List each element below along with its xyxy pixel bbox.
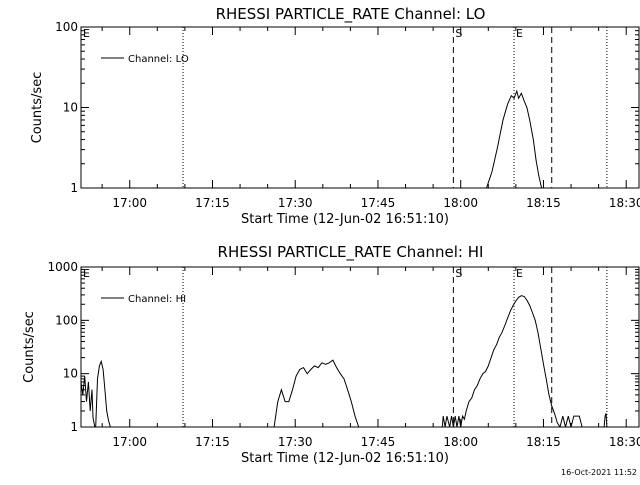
chart-2: RHESSI PARTICLE_RATE Channel: HI 1 10 100 10…: [22, 243, 640, 466]
x-tick-label: 18:15: [526, 196, 561, 210]
x-tick-label: 17:30: [278, 196, 313, 210]
chart-title: RHESSI PARTICLE_RATE Channel: HI: [218, 243, 484, 262]
legend-label: Channel: HI: [128, 294, 186, 305]
y-tick-label: 10: [63, 367, 78, 381]
marker-label: E: [83, 267, 90, 280]
x-axis-label: Start Time (12-Jun-02 16:51:10): [241, 212, 449, 227]
marker-label: E: [516, 267, 523, 280]
x-tick-label: 18:30: [609, 196, 640, 210]
series-line: [273, 359, 360, 427]
series-line: [603, 413, 608, 427]
marker-label: E: [83, 27, 90, 40]
y-tick-label: 10: [63, 101, 78, 115]
x-tick-label: 18:00: [443, 435, 478, 449]
x-tick-label: 18:30: [609, 435, 640, 449]
marker-label: S: [455, 27, 462, 40]
plot-frame: [80, 266, 640, 428]
y-tick-label: 100: [55, 313, 78, 327]
y-tick-label: 100: [55, 20, 78, 34]
marker-label: E: [516, 27, 523, 40]
x-axis-label: Start Time (12-Jun-02 16:51:10): [241, 451, 449, 466]
series-line: [486, 89, 543, 188]
x-tick-label: 17:45: [361, 435, 396, 449]
x-tick-label: 17:30: [278, 435, 313, 449]
y-tick-label: 1000: [47, 260, 78, 274]
x-tick-label: 17:45: [361, 196, 396, 210]
x-tick-label: 18:00: [443, 196, 478, 210]
marker-label: S: [455, 267, 462, 280]
legend-label: Channel: LO: [128, 54, 189, 65]
x-tick-label: 17:00: [112, 196, 147, 210]
y-axis-label: Counts/sec: [22, 311, 37, 383]
x-tick-label: 17:15: [195, 196, 230, 210]
chart-1: RHESSI PARTICLE_RATE Channel: LO 1 10 100 17…: [30, 5, 640, 227]
x-tick-label: 17:15: [195, 435, 230, 449]
x-tick-label: 18:15: [526, 435, 561, 449]
x-tick-label: 17:00: [112, 435, 147, 449]
y-tick-label: 1: [70, 181, 78, 195]
footer-timestamp: 16-Oct-2021 11:52: [561, 468, 637, 477]
series-line: [441, 295, 583, 427]
chart-title: RHESSI PARTICLE_RATE Channel: LO: [216, 5, 486, 24]
plot-frame: [80, 26, 640, 189]
series-line: [81, 359, 113, 427]
y-tick-label: 1: [70, 420, 78, 434]
y-axis-label: Counts/sec: [30, 72, 45, 144]
